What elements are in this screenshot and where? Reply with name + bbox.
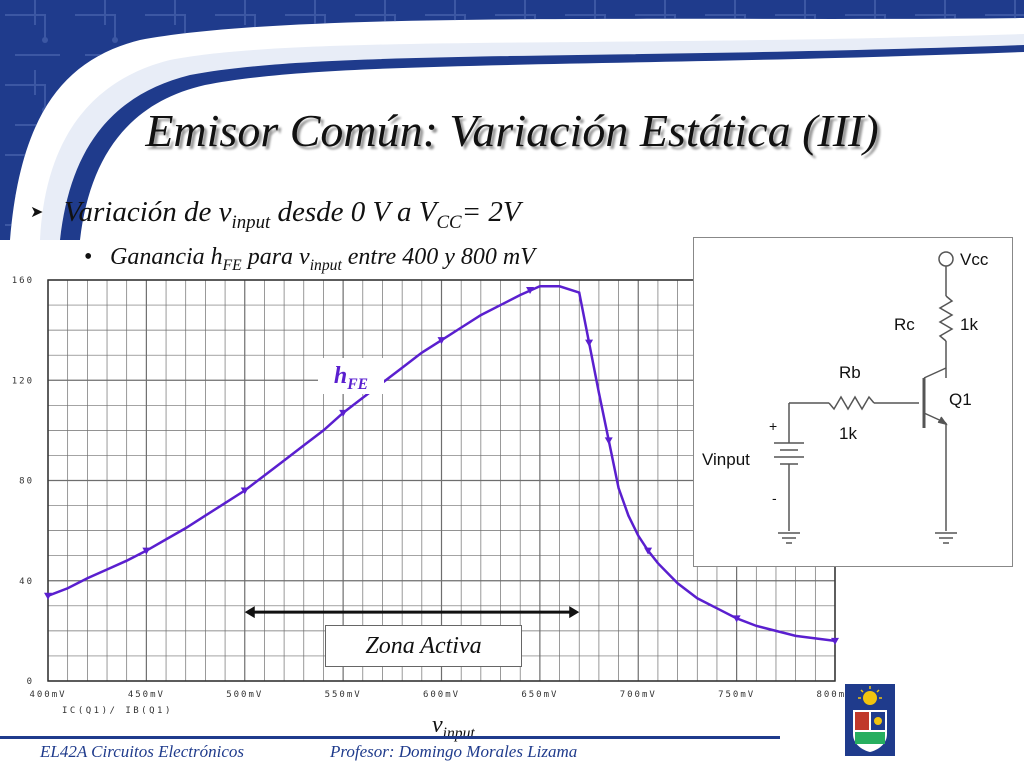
footer-professor: Profesor: Domingo Morales Lizama [330,742,578,761]
y-tick-label: 0 [27,677,34,687]
x-tick-label: 400mV [29,690,66,700]
y-tick-label: 40 [19,577,34,587]
data-marker [526,287,535,295]
bullet-variation: ➤ Variación de vinput desde 0 V a VCC= 2V [30,196,521,233]
circuit-diagram: Vcc Rc 1k Rb 1k Q1 Vinput + - [693,237,1013,567]
data-marker [437,337,446,345]
y-tick-label: 160 [12,276,34,286]
data-marker [339,409,348,417]
vinput-label: Vinput [702,450,750,469]
slide-title: Emisor Común: Variación Estática (III) [145,105,879,156]
vcc-terminal [938,251,954,267]
minus-label: - [772,490,777,506]
y-tick-label: 120 [12,376,34,386]
arrow-left-icon [244,606,255,619]
y-tick-label: 80 [19,477,34,487]
x-tick-label: 550mV [325,690,362,700]
rb-label: Rb [839,363,861,382]
x-tick-label: 600mV [423,690,460,700]
footer-divider [0,736,780,739]
series-line-hfe [47,285,836,643]
plus-label: + [769,418,777,434]
rc-label: Rc [894,315,915,334]
dot-bullet-icon: • [84,244,93,270]
hfe-annotation: hFE [318,358,384,394]
arrow-bullet-icon: ➤ [30,204,44,221]
circuit-schematic: Vcc Rc 1k Rb 1k Q1 Vinput + - [702,250,989,544]
vcc-label: Vcc [960,250,989,269]
header-banner [0,0,1024,240]
data-marker [732,615,741,623]
legend-entry: IC(Q1)/ IB(Q1) [62,706,173,716]
arrow-right-icon [569,606,580,619]
rc-value: 1k [960,315,978,334]
bullet-gain: • Ganancia hFE para vinput entre 400 y 80… [84,244,535,274]
x-tick-label: 700mV [620,690,657,700]
university-logo [845,684,895,756]
x-tick-label: 750mV [718,690,755,700]
data-marker [44,592,52,600]
zona-activa-label: Zona Activa [325,625,522,667]
q1-label: Q1 [949,390,972,409]
x-tick-label: 500mV [226,690,263,700]
rb-value: 1k [839,424,857,443]
data-marker [142,547,151,555]
data-marker [240,487,249,495]
data-marker [831,637,839,645]
x-tick-label: 650mV [521,690,558,700]
x-tick-label: 450mV [128,690,165,700]
data-marker [585,339,594,347]
data-marker [644,547,653,555]
x-tick-label: 800mV [816,690,850,700]
footer-course: EL42A Circuitos Electrónicos [40,742,244,761]
data-marker [604,437,613,445]
